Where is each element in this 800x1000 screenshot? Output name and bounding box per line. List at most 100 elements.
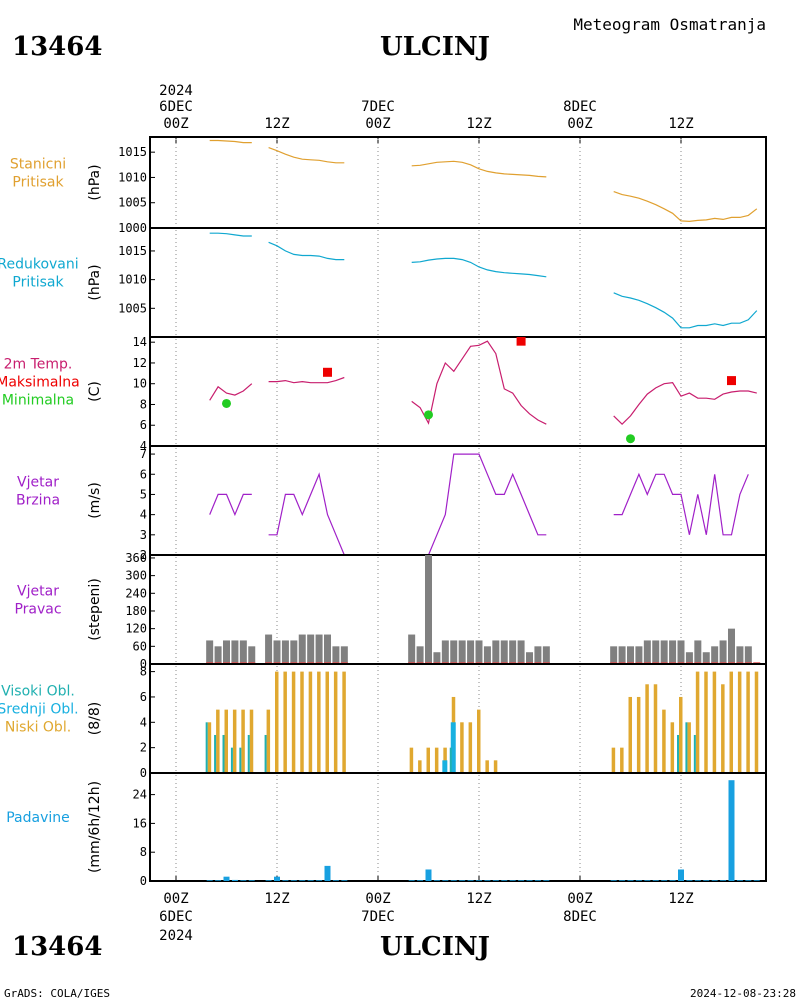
series-line: [613, 472, 749, 536]
cloud-low-bar: [670, 722, 675, 773]
bar: [694, 880, 701, 881]
unit-label: (hPa): [87, 164, 103, 200]
bar: [744, 646, 752, 664]
bottom-hour-label: 12Z: [668, 891, 693, 907]
y-tick-label: 1010: [118, 273, 147, 287]
tmax-marker: [323, 367, 332, 377]
series-line: [411, 257, 547, 278]
bar: [459, 880, 466, 881]
bar: [315, 634, 323, 664]
cloud-low-bar: [275, 671, 279, 773]
panel-label: Padavine: [6, 810, 70, 826]
bar: [635, 880, 642, 881]
bottom-hour-label: 00Z: [163, 891, 188, 907]
cloud-mid-bar: [450, 722, 456, 773]
tmax-marker: [516, 337, 526, 346]
bar: [248, 646, 256, 664]
cloud-high-bar: [693, 734, 696, 773]
bar: [669, 880, 676, 881]
top-hour-label: 00Z: [163, 116, 188, 132]
cloud-high-bar: [677, 734, 679, 773]
bar: [652, 880, 659, 881]
bar: [408, 880, 415, 881]
cloud-low-bar: [460, 722, 464, 773]
cloud-low-bar: [611, 747, 616, 773]
bar: [694, 640, 702, 664]
bar: [685, 652, 693, 664]
bar: [702, 652, 710, 664]
bar: [542, 646, 550, 664]
panel-body: [209, 453, 749, 555]
cloud-low-bar: [333, 671, 338, 773]
cloud-low-bar: [620, 747, 624, 773]
panel-label: Pravac: [14, 602, 61, 618]
bar: [416, 646, 424, 664]
bar: [643, 640, 651, 664]
bar: [492, 880, 499, 881]
panel-body: [209, 337, 757, 444]
bar: [239, 640, 247, 664]
y-tick-label: 1005: [118, 196, 147, 210]
bottom-date-label: 8DEC: [563, 909, 597, 925]
cloud-low-bar: [712, 671, 717, 773]
bar: [274, 876, 280, 881]
bar: [467, 640, 475, 664]
bar: [214, 646, 222, 664]
bar: [534, 646, 542, 664]
y-tick-label: 1000: [118, 221, 147, 235]
y-tick-label: 8: [140, 397, 147, 411]
y-tick-label: 6: [140, 467, 147, 481]
bar: [476, 880, 482, 881]
bar: [433, 880, 440, 881]
y-tick-label: 180: [125, 604, 147, 618]
bar: [686, 880, 693, 881]
bar: [745, 880, 752, 881]
series-line: [268, 147, 345, 164]
bar: [450, 640, 458, 664]
y-tick-label: 0: [140, 766, 147, 780]
bar: [677, 640, 685, 664]
cloud-high-bar: [247, 734, 250, 773]
top-hour-label: 12Z: [668, 116, 693, 132]
bar: [298, 634, 306, 664]
panel-label: Visoki Obl.: [1, 684, 75, 700]
series-line: [209, 139, 252, 144]
cloud-low-bar: [754, 671, 759, 773]
bar: [281, 640, 289, 664]
cloud-high-bar: [222, 734, 225, 773]
y-tick-label: 16: [133, 816, 147, 830]
y-tick-label: 120: [125, 622, 147, 636]
cloud-high-bar: [264, 734, 267, 773]
top-date-label: 8DEC: [563, 99, 597, 115]
series-line: [613, 292, 758, 329]
y-tick-label: 1005: [118, 301, 147, 315]
tmax-marker: [727, 376, 736, 386]
bar: [627, 646, 634, 664]
bar: [265, 880, 272, 881]
bar: [307, 634, 315, 664]
bar: [492, 640, 500, 664]
cloud-low-bar: [249, 709, 254, 773]
bar: [518, 880, 525, 881]
panel-body: [206, 555, 761, 664]
cloud-low-bar: [232, 709, 237, 773]
bar: [660, 640, 668, 664]
bar: [231, 879, 238, 881]
cloud-low-bar: [704, 671, 708, 773]
bottom-hour-label: 00Z: [365, 891, 390, 907]
cloud-low-bar: [308, 671, 313, 773]
bar: [442, 880, 449, 881]
bar: [340, 646, 348, 664]
bottom-year-label: 2024: [159, 928, 193, 944]
panel-vjetar_pravac: 0 60 120 180 240 300 360 (stepeni) Vjetar Pravac: [14, 551, 766, 671]
tmin-marker: [626, 434, 635, 444]
cloud-low-bar: [687, 722, 691, 773]
y-tick-label: 360: [125, 551, 147, 565]
cloud-low-bar: [628, 696, 632, 773]
y-tick-label: 0: [140, 874, 147, 888]
panel-temperatura: 4 6 8 10 12 14 (C) 2m Temp. Maksimalna Minimalna: [0, 335, 766, 453]
series-line: [268, 472, 345, 555]
bar: [526, 652, 533, 664]
cloud-low-bar: [241, 709, 245, 773]
bar: [206, 640, 214, 664]
